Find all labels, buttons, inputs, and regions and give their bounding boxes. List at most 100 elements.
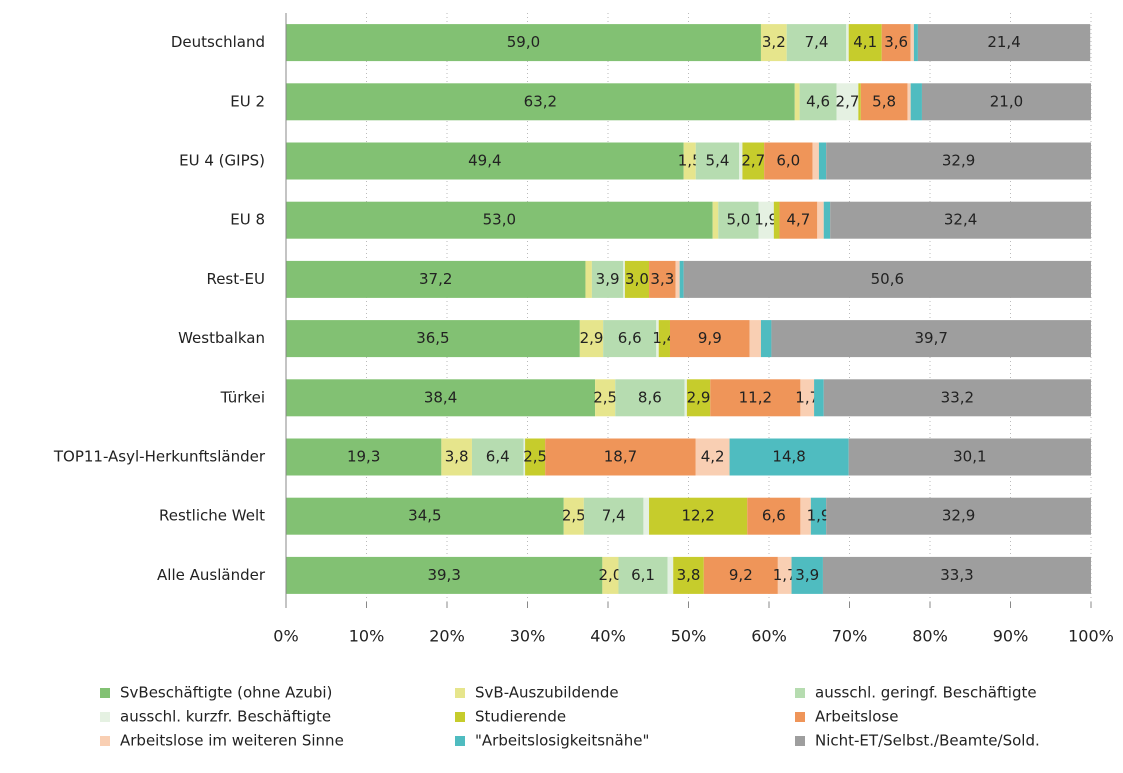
bar-segment (286, 24, 761, 62)
bar-segment (673, 556, 704, 594)
data-label: 5,0 (726, 211, 750, 229)
bar-segment (881, 24, 911, 62)
x-tick-label: 90% (993, 627, 1029, 646)
legend-swatch (795, 712, 805, 722)
bar-segment (823, 379, 1091, 417)
category-label: Rest-EU (206, 270, 265, 288)
bar-segment (729, 438, 849, 476)
bar-segment (800, 497, 811, 535)
x-tick-label: 100% (1068, 627, 1114, 646)
bar-segment (649, 497, 748, 535)
category-label: EU 8 (230, 211, 265, 229)
bar-segment (563, 497, 584, 535)
bar-segment (286, 497, 564, 535)
data-label: 2,5 (593, 388, 617, 406)
bar-segment (667, 556, 674, 594)
data-label: 5,8 (872, 92, 896, 110)
bar-segment (286, 260, 586, 298)
bar-segment (525, 438, 546, 476)
data-label: 4,2 (701, 448, 725, 466)
bar-segment (585, 260, 592, 298)
bar-segment (749, 320, 761, 358)
category-label: Deutschland (171, 33, 265, 51)
data-label: 2,5 (562, 507, 586, 525)
bar-segment (907, 83, 911, 121)
data-label: 2,7 (836, 92, 860, 110)
legend-label: ausschl. kurzfr. Beschäftigte (120, 708, 331, 726)
data-label: 2,7 (741, 152, 765, 170)
data-label: 2,0 (598, 566, 622, 584)
bar-segment (649, 260, 676, 298)
data-label: 6,6 (762, 507, 786, 525)
data-label: 2,9 (580, 329, 604, 347)
data-label: 11,2 (739, 388, 772, 406)
bar-segment (910, 24, 914, 62)
data-label: 53,0 (483, 211, 516, 229)
bar-segment (779, 201, 818, 239)
data-label: 39,3 (427, 566, 460, 584)
data-label: 12,2 (681, 507, 714, 525)
legend-swatch (100, 712, 110, 722)
bar-segment (624, 260, 650, 298)
category-label: Alle Ausländer (157, 566, 266, 584)
legend-label: SvB-Auszubildende (475, 684, 619, 702)
x-tick-label: 0% (273, 627, 298, 646)
bar-segment (603, 320, 657, 358)
bar-segment (712, 201, 719, 239)
data-label: 3,2 (762, 33, 786, 51)
bar-segment (595, 379, 616, 417)
data-label: 4,1 (853, 33, 877, 51)
bar-segment (742, 142, 765, 180)
bar-segment (286, 201, 713, 239)
bar-segment (823, 201, 831, 239)
bar-segment (675, 260, 680, 298)
bar-segment (471, 438, 524, 476)
legend-swatch (455, 736, 465, 746)
data-label: 3,9 (596, 270, 620, 288)
bar-segment (602, 556, 619, 594)
data-label: 36,5 (416, 329, 449, 347)
data-label: 2,9 (687, 388, 711, 406)
bar-segment (643, 497, 650, 535)
data-label: 6,1 (631, 566, 655, 584)
bar-segment (545, 438, 696, 476)
data-label: 30,1 (953, 448, 986, 466)
legend-label: ausschl. geringf. Beschäftigte (815, 684, 1037, 702)
category-label: TOP11-Asyl-Herkunftsländer (53, 448, 266, 466)
bar-segment (615, 379, 685, 417)
x-tick-label: 70% (832, 627, 868, 646)
bar-segment (683, 142, 696, 180)
data-label: 3,0 (625, 270, 649, 288)
category-label: EU 4 (GIPS) (179, 152, 265, 170)
legend-label: SvBeschäftigte (ohne Azubi) (120, 684, 332, 702)
data-label: 6,0 (776, 152, 800, 170)
bar-segment (848, 438, 1091, 476)
bar-segment (758, 201, 774, 239)
data-label: 14,8 (772, 448, 805, 466)
data-label: 1,7 (773, 566, 797, 584)
data-label: 9,2 (729, 566, 753, 584)
bar-segment (848, 24, 882, 62)
bar-segment (913, 24, 918, 62)
data-label: 59,0 (507, 33, 540, 51)
x-tick-label: 50% (671, 627, 707, 646)
bar-segment (858, 83, 861, 121)
bar-segment (583, 497, 644, 535)
bar-segment (818, 142, 827, 180)
data-label: 32,9 (942, 152, 975, 170)
bar-segment (286, 83, 795, 121)
bar-segment (777, 556, 792, 594)
bar-segment (760, 24, 787, 62)
bar-segment (910, 83, 922, 121)
legend-label: Studierende (475, 708, 566, 726)
data-label: 9,9 (698, 329, 722, 347)
legend-swatch (455, 688, 465, 698)
bar-segment (921, 83, 1091, 121)
data-label: 33,3 (940, 566, 973, 584)
bar-segment (656, 320, 659, 358)
data-label: 39,7 (915, 329, 948, 347)
bar-segment (747, 497, 801, 535)
bar-segment (695, 142, 740, 180)
data-label: 2,5 (523, 448, 547, 466)
bar-segment (739, 142, 743, 180)
